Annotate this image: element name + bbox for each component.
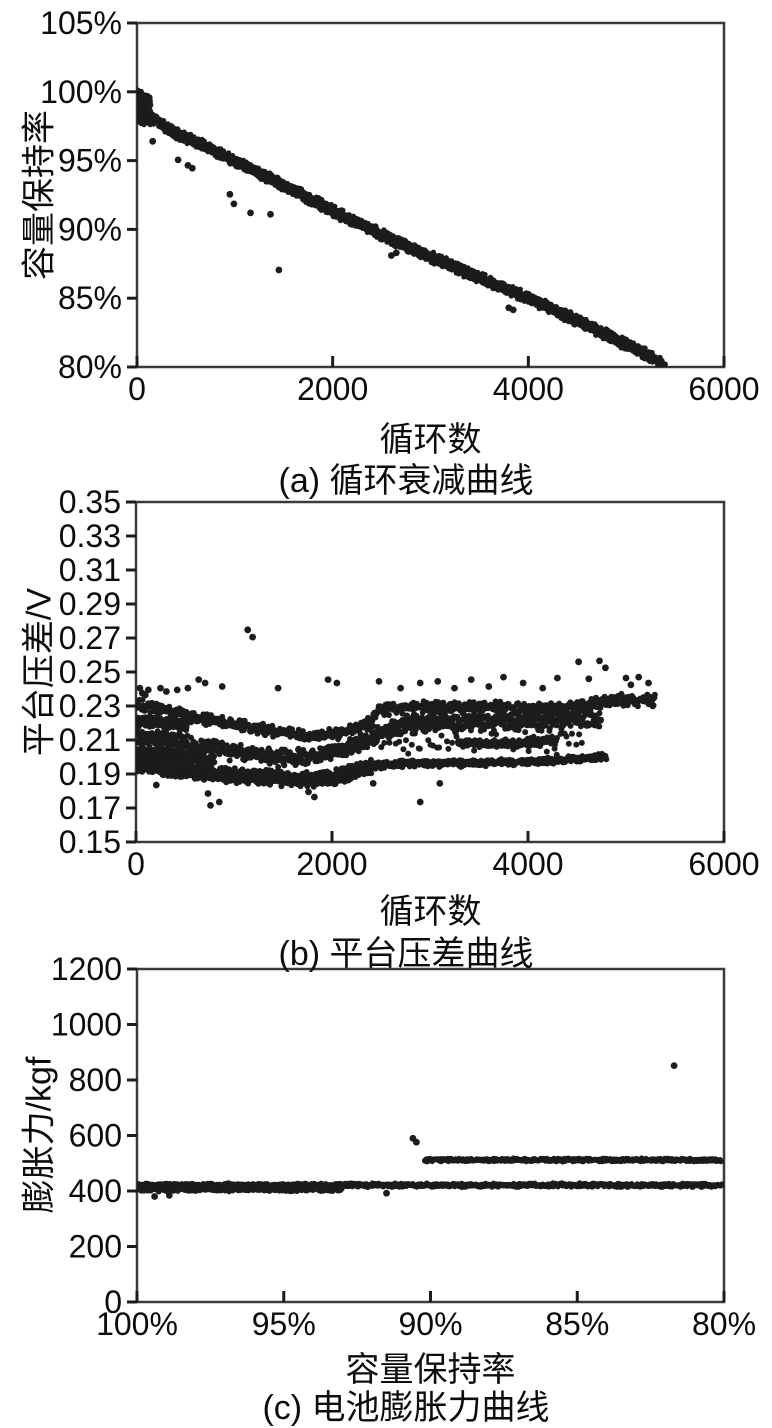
svg-text:0.35: 0.35: [59, 484, 121, 520]
svg-text:90%: 90%: [58, 211, 122, 247]
chart-a-caption: (a) 循环衰减曲线: [278, 462, 534, 500]
svg-text:0.25: 0.25: [59, 654, 121, 690]
svg-text:2000: 2000: [296, 846, 367, 882]
chart-c-caption: (c) 电池膨胀力曲线: [262, 1389, 550, 1427]
svg-text:95%: 95%: [58, 143, 122, 179]
chart-c-xlabel: 容量保持率: [345, 1351, 516, 1389]
svg-text:80%: 80%: [58, 349, 122, 385]
svg-text:6000: 6000: [688, 371, 759, 407]
svg-text:4000: 4000: [493, 371, 564, 407]
svg-text:2000: 2000: [297, 371, 368, 407]
svg-text:0.15: 0.15: [59, 824, 121, 860]
svg-text:0.31: 0.31: [59, 552, 121, 588]
svg-text:0.27: 0.27: [59, 620, 121, 656]
svg-text:100%: 100%: [40, 74, 122, 110]
svg-text:0: 0: [128, 371, 146, 407]
chart-b-ylabel: 平台压差/V: [20, 587, 59, 757]
svg-text:0.21: 0.21: [59, 722, 121, 758]
svg-text:0.19: 0.19: [59, 756, 121, 792]
svg-text:105%: 105%: [40, 5, 122, 41]
svg-text:0.33: 0.33: [59, 518, 121, 554]
chart-a-xlabel: 循环数: [379, 421, 482, 459]
svg-text:0.17: 0.17: [59, 790, 121, 826]
svg-text:4000: 4000: [492, 846, 563, 882]
svg-text:0.23: 0.23: [59, 688, 121, 724]
svg-text:0.29: 0.29: [59, 586, 121, 622]
chart-a-ylabel: 容量保持率: [20, 110, 59, 280]
chart-c-ylabel: 膨胀力/kgf: [20, 1056, 59, 1214]
svg-text:6000: 6000: [688, 846, 759, 882]
chart-b-xlabel: 循环数: [379, 893, 482, 931]
svg-text:0: 0: [127, 846, 145, 882]
svg-text:85%: 85%: [58, 280, 122, 316]
chart-b-caption: (b) 平台压差曲线: [278, 935, 534, 973]
